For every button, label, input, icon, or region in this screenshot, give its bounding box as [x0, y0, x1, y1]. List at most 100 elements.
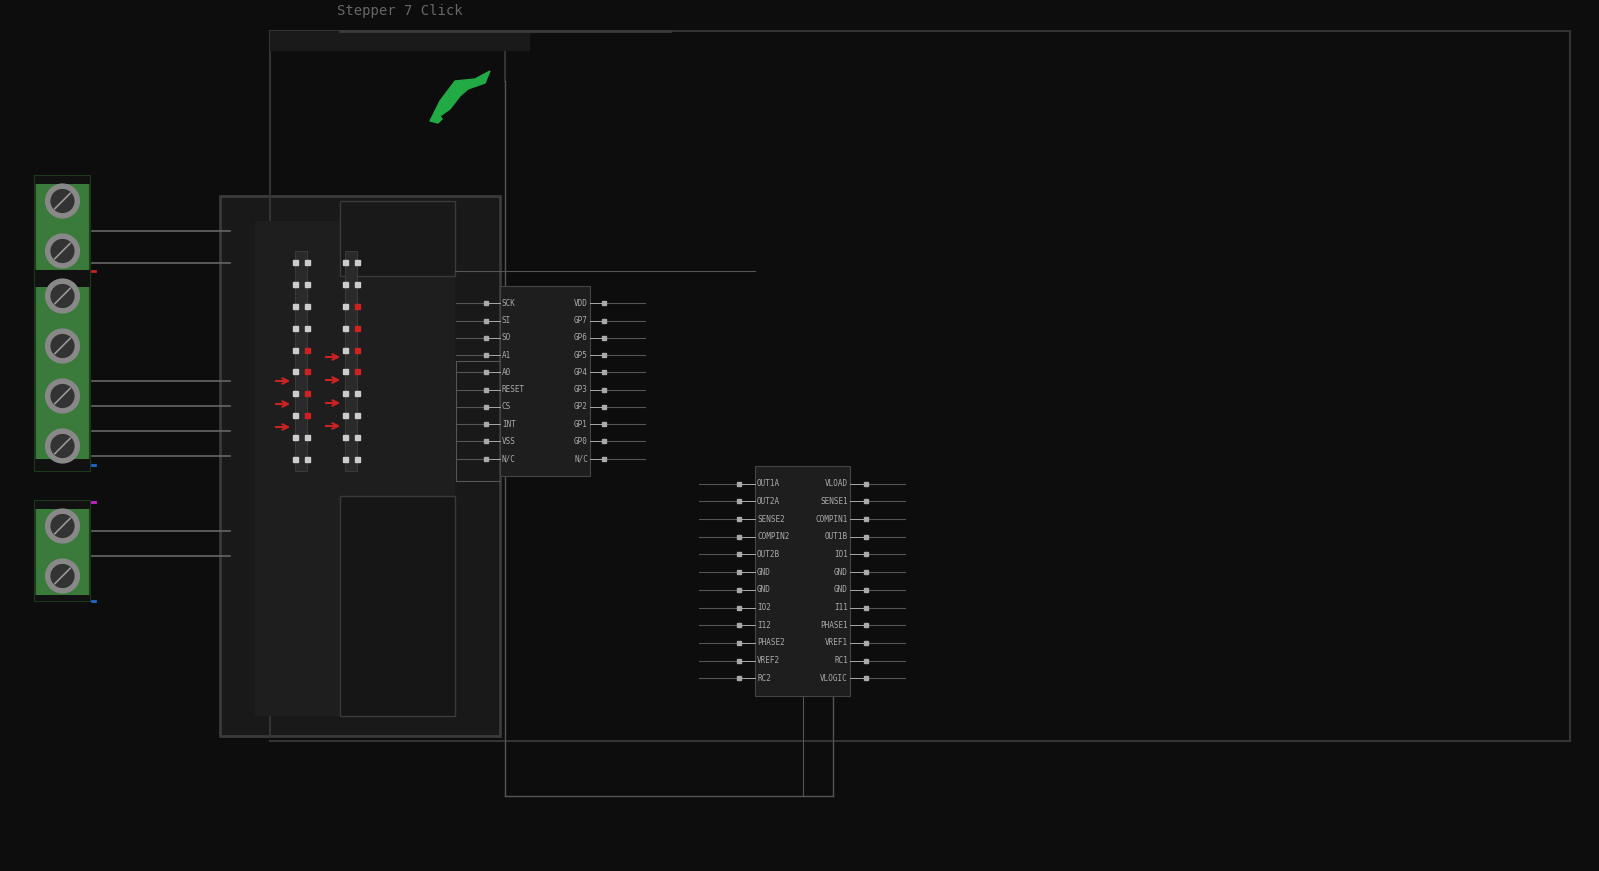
Text: SENSE2: SENSE2	[756, 515, 785, 523]
Text: PHASE1: PHASE1	[820, 621, 847, 630]
Circle shape	[45, 558, 80, 594]
Bar	[304, 281, 310, 287]
Text: GND: GND	[756, 585, 771, 594]
Bar	[35, 595, 90, 601]
Text: GND: GND	[835, 568, 847, 577]
Text: PHASE2: PHASE2	[756, 638, 785, 647]
Text: IO1: IO1	[835, 550, 847, 559]
Bar	[304, 457, 310, 463]
Text: GP7: GP7	[574, 316, 588, 325]
Bar	[294, 251, 307, 471]
Bar	[345, 251, 357, 471]
Text: SO: SO	[502, 334, 512, 342]
Bar	[355, 281, 360, 287]
Text: Stepper 7 Click: Stepper 7 Click	[337, 4, 462, 18]
Text: GP1: GP1	[574, 420, 588, 429]
Text: VLOAD: VLOAD	[825, 479, 847, 488]
Bar	[345, 456, 456, 496]
Bar	[304, 436, 310, 441]
Bar	[35, 176, 90, 184]
Bar	[342, 414, 347, 418]
Bar	[35, 271, 90, 471]
Bar	[304, 391, 310, 396]
Text: CS: CS	[502, 402, 512, 411]
Bar	[355, 369, 360, 375]
Text: VLOGIC: VLOGIC	[820, 674, 847, 683]
Bar	[221, 196, 500, 736]
Text: OUT2B: OUT2B	[756, 550, 780, 559]
Text: GP3: GP3	[574, 385, 588, 395]
Bar	[293, 260, 297, 265]
Bar	[341, 496, 456, 716]
Text: COMPIN1: COMPIN1	[815, 515, 847, 523]
Bar	[304, 369, 310, 375]
Circle shape	[51, 239, 75, 263]
Bar	[304, 326, 310, 330]
Bar	[35, 271, 90, 287]
Text: I12: I12	[756, 621, 771, 630]
Circle shape	[45, 328, 80, 363]
Circle shape	[51, 434, 75, 458]
Circle shape	[45, 279, 80, 314]
Bar	[342, 326, 347, 330]
Bar	[304, 348, 310, 353]
Bar	[293, 436, 297, 441]
Circle shape	[45, 233, 80, 268]
Text: OUT2A: OUT2A	[756, 496, 780, 506]
Bar	[355, 260, 360, 265]
Text: SI: SI	[502, 316, 512, 325]
Bar	[355, 391, 360, 396]
Text: OUT1A: OUT1A	[756, 479, 780, 488]
Bar	[341, 201, 456, 276]
Bar	[304, 303, 310, 308]
Bar	[293, 348, 297, 353]
Bar	[293, 457, 297, 463]
Text: N/C: N/C	[502, 455, 516, 463]
Text: GP4: GP4	[574, 368, 588, 377]
Text: VREF2: VREF2	[756, 656, 780, 665]
Text: GP2: GP2	[574, 402, 588, 411]
Bar	[342, 260, 347, 265]
Bar	[293, 414, 297, 418]
Circle shape	[51, 284, 75, 308]
Bar	[355, 414, 360, 418]
Text: N/C: N/C	[574, 455, 588, 463]
Bar	[35, 176, 90, 276]
Text: OUT1B: OUT1B	[825, 532, 847, 541]
Bar	[342, 369, 347, 375]
Circle shape	[51, 564, 75, 588]
Circle shape	[45, 184, 80, 219]
Bar	[304, 260, 310, 265]
Bar	[293, 326, 297, 330]
Circle shape	[51, 334, 75, 358]
Text: GP5: GP5	[574, 351, 588, 360]
Text: IO2: IO2	[756, 603, 771, 612]
Bar	[342, 303, 347, 308]
Text: RC2: RC2	[756, 674, 771, 683]
Circle shape	[51, 189, 75, 213]
Bar	[293, 369, 297, 375]
Text: VSS: VSS	[502, 437, 516, 446]
Bar	[35, 501, 90, 601]
Bar	[270, 31, 529, 51]
Bar	[293, 391, 297, 396]
Bar	[35, 459, 90, 471]
Bar	[342, 391, 347, 396]
Text: GND: GND	[835, 585, 847, 594]
Circle shape	[45, 509, 80, 544]
Bar	[293, 281, 297, 287]
Polygon shape	[430, 111, 441, 123]
Text: SENSE1: SENSE1	[820, 496, 847, 506]
Text: GND: GND	[756, 568, 771, 577]
Bar	[342, 348, 347, 353]
Bar	[304, 414, 310, 418]
Text: A1: A1	[502, 351, 512, 360]
Text: COMPIN2: COMPIN2	[756, 532, 790, 541]
Text: GP6: GP6	[574, 334, 588, 342]
Circle shape	[51, 514, 75, 538]
Bar	[342, 457, 347, 463]
Text: I11: I11	[835, 603, 847, 612]
Bar	[293, 303, 297, 308]
Text: VREF1: VREF1	[825, 638, 847, 647]
Polygon shape	[435, 71, 489, 116]
